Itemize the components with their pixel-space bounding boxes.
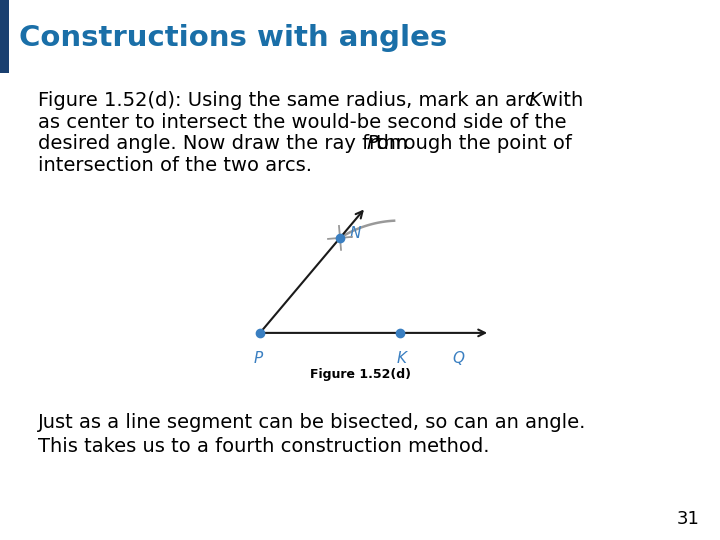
Text: as center to intersect the would-be second side of the: as center to intersect the would-be seco…	[38, 113, 567, 132]
Text: Constructions with angles: Constructions with angles	[19, 24, 448, 52]
Bar	[0, 0, 9, 73]
Text: P: P	[253, 351, 263, 366]
Text: N: N	[350, 226, 361, 241]
Text: desired angle. Now draw the ray from: desired angle. Now draw the ray from	[38, 134, 414, 153]
Text: Just as a line segment can be bisected, so can an angle.: Just as a line segment can be bisected, …	[38, 413, 586, 433]
Text: K: K	[528, 91, 541, 110]
Text: K: K	[397, 351, 407, 366]
Text: Q: Q	[452, 351, 464, 366]
Text: intersection of the two arcs.: intersection of the two arcs.	[38, 156, 312, 175]
Text: P: P	[366, 134, 378, 153]
Text: through the point of: through the point of	[376, 134, 572, 153]
Text: This takes us to a fourth construction method.: This takes us to a fourth construction m…	[38, 437, 490, 456]
Text: Figure 1.52(d): Using the same radius, mark an arc with: Figure 1.52(d): Using the same radius, m…	[38, 91, 590, 110]
Text: 31: 31	[677, 510, 700, 528]
Text: Figure 1.52(d): Figure 1.52(d)	[310, 368, 410, 381]
